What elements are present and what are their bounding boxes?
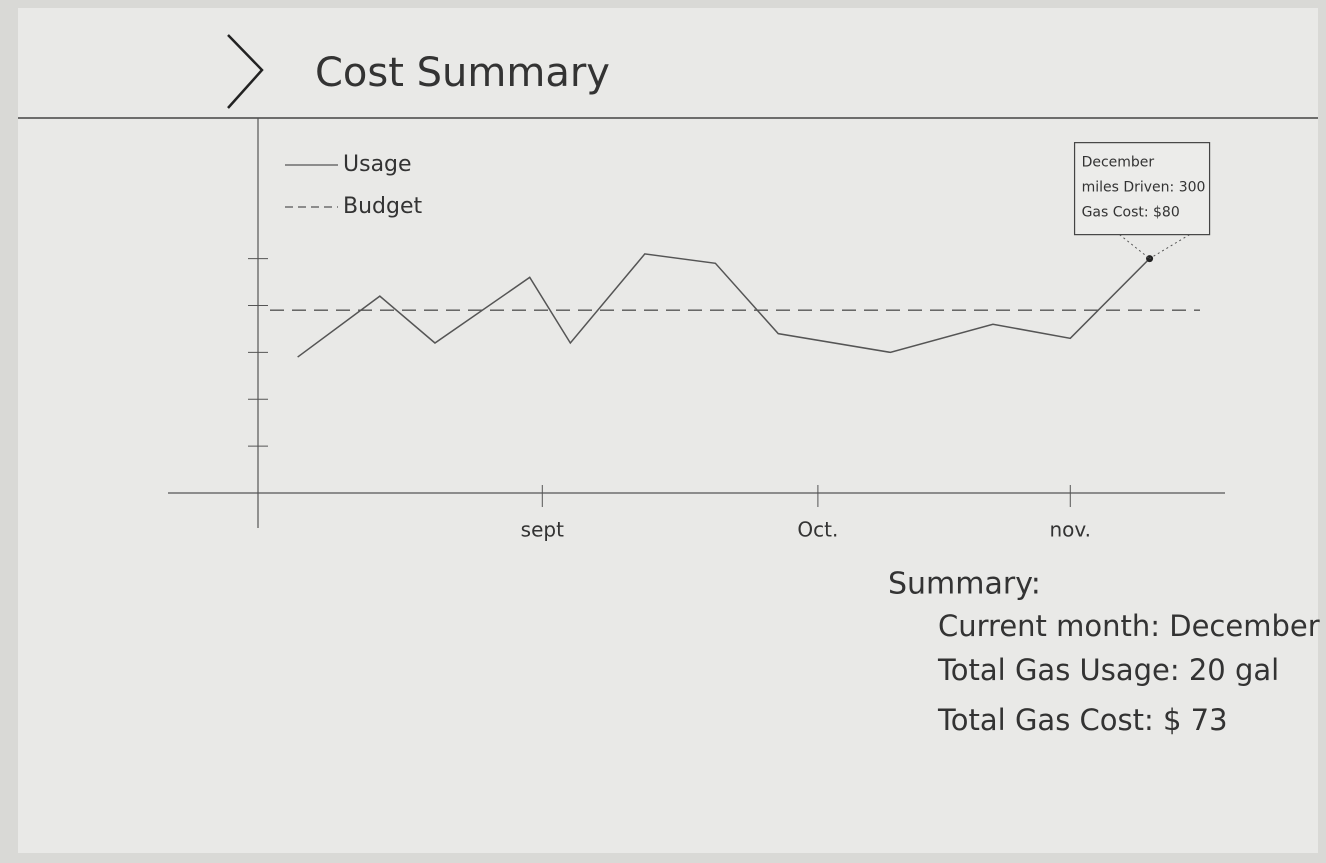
summary-line: Total Gas Usage: 20 gal	[937, 653, 1279, 687]
summary-title: Summary:	[888, 567, 1041, 602]
tooltip-line: miles Driven: 300	[1082, 180, 1206, 196]
back-button[interactable]	[227, 34, 264, 109]
x-tick-label: Oct.	[797, 518, 838, 542]
tooltip-line: Gas Cost: $80	[1082, 205, 1180, 221]
x-tick-label: sept	[521, 518, 564, 542]
page-title: Cost Summary	[315, 50, 610, 96]
summary-line: Current month: December	[938, 609, 1320, 643]
tooltip-pointer	[1119, 234, 1150, 260]
legend-label: Usage	[343, 152, 412, 177]
tooltip-line: December	[1082, 155, 1155, 171]
summary-line: Total Gas Cost: $ 73	[937, 703, 1228, 737]
legend-label: Budget	[343, 194, 423, 219]
x-tick-label: nov.	[1049, 518, 1091, 542]
tooltip	[1073, 142, 1211, 236]
usage-line	[297, 253, 1151, 358]
